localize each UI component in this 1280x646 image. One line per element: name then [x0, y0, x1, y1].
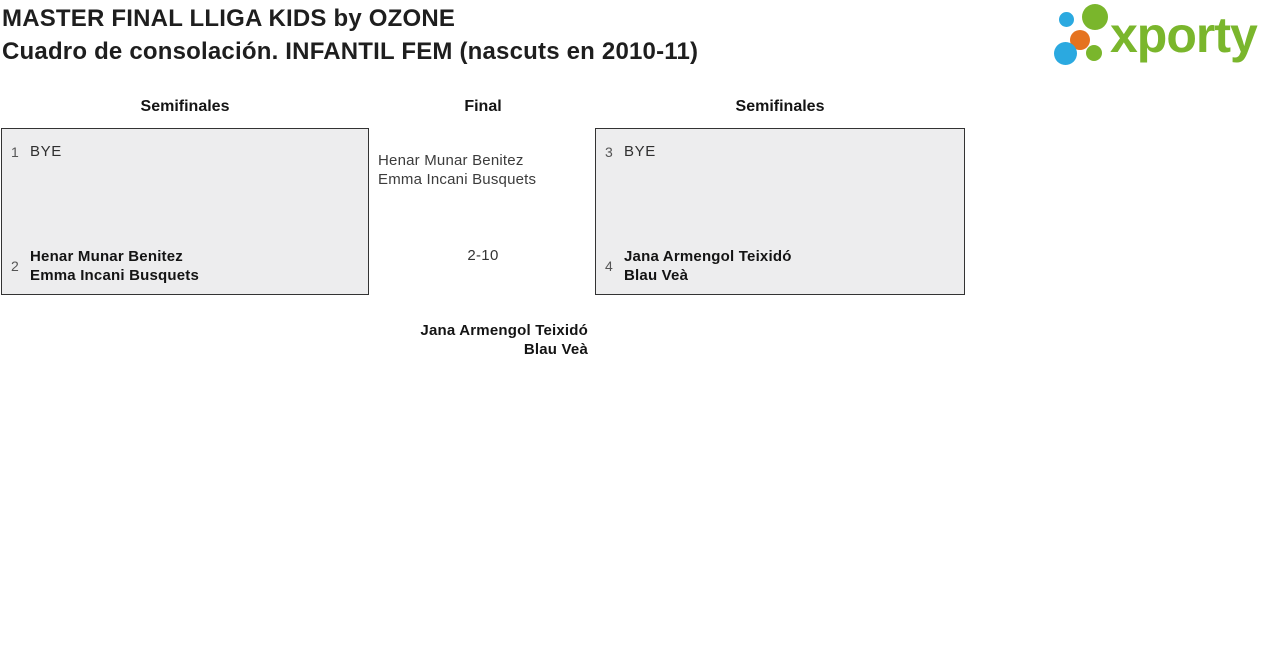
- column-header-final: Final: [464, 98, 502, 115]
- semifinal-left-match-box[interactable]: 1 BYE 2 Henar Munar Benitez Emma Incani …: [1, 128, 369, 295]
- logo-dot-green-big-icon: [1082, 4, 1108, 30]
- logo-dot-green-small-icon: [1086, 45, 1102, 61]
- tournament-title: MASTER FINAL LLIGA KIDS by OZONE: [2, 5, 456, 32]
- xporty-logo[interactable]: xporty: [1048, 0, 1280, 70]
- logo-dot-orange-icon: [1070, 30, 1090, 50]
- bracket-subtitle: Cuadro de consolación. INFANTIL FEM (nas…: [2, 38, 699, 65]
- slot-seed-1: 1 BYE: [11, 142, 360, 161]
- bye-label: BYE: [30, 143, 62, 160]
- slot-seed-3: 3 BYE: [605, 142, 956, 161]
- semifinal-right-match-box[interactable]: 3 BYE 4 Jana Armengol Teixidó Blau Veà: [595, 128, 965, 295]
- column-header-semifinals-left: Semifinales: [140, 98, 230, 115]
- seed-number: 4: [605, 258, 613, 274]
- logo-dot-blue-big-icon: [1054, 42, 1077, 65]
- player-name: Jana Armengol Teixidó: [624, 248, 792, 265]
- player-name: Blau Veà: [624, 267, 689, 284]
- player-name: Henar Munar Benitez: [378, 152, 524, 169]
- slot-seed-2: 2 Henar Munar Benitez Emma Incani Busque…: [11, 247, 360, 285]
- player-name: Emma Incani Busquets: [378, 171, 537, 188]
- seed-number: 2: [11, 258, 19, 274]
- seed-number: 1: [11, 143, 19, 160]
- logo-dot-blue-small-icon: [1059, 12, 1074, 27]
- xporty-logo-text: xporty: [1110, 7, 1258, 63]
- bye-label: BYE: [624, 143, 656, 160]
- seed-number: 3: [605, 143, 613, 160]
- player-name: Emma Incani Busquets: [30, 267, 200, 284]
- column-header-semifinals-right: Semifinales: [735, 98, 825, 115]
- final-score: 2-10: [467, 247, 499, 264]
- player-name: Henar Munar Benitez: [30, 248, 183, 265]
- slot-seed-4: 4 Jana Armengol Teixidó Blau Veà: [605, 247, 956, 285]
- player-name: Blau Veà: [523, 341, 588, 358]
- player-name: Jana Armengol Teixidó: [420, 322, 588, 339]
- final-winner-pair[interactable]: Jana Armengol Teixidó Blau Veà: [378, 321, 588, 359]
- final-entrant-pair[interactable]: Henar Munar Benitez Emma Incani Busquets: [378, 151, 588, 189]
